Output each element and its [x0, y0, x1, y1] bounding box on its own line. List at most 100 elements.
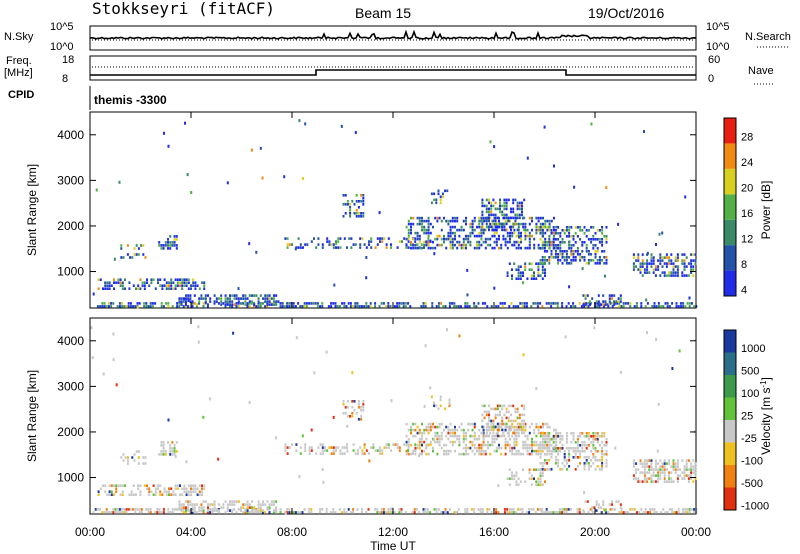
scatter-cell	[594, 238, 597, 241]
scatter-cell	[455, 305, 458, 308]
scatter-cell	[175, 238, 178, 241]
scatter-cell	[160, 450, 163, 453]
scatter-cell	[608, 503, 611, 506]
scatter-cell	[478, 225, 481, 229]
scatter-cell	[259, 303, 262, 306]
scatter-cell	[482, 440, 485, 444]
scatter-cell	[279, 302, 282, 305]
scatter-cell	[535, 228, 538, 232]
scatter-cell	[583, 226, 586, 229]
scatter-cell	[226, 300, 229, 303]
scatter-cell	[681, 274, 684, 277]
scatter-cell	[595, 503, 598, 506]
scatter-cell	[622, 305, 625, 308]
scatter-cell	[670, 262, 673, 265]
scatter-cell	[433, 198, 436, 202]
scatter-cell	[643, 459, 646, 462]
scatter-cell	[351, 400, 354, 403]
scatter-cell	[190, 284, 192, 287]
scatter-cell	[524, 234, 527, 238]
scatter-cell	[635, 265, 638, 268]
scatter-cell	[539, 425, 542, 429]
scatter-cell	[438, 434, 441, 438]
scatter-cell	[171, 450, 174, 453]
scatter-cell	[494, 216, 497, 220]
scatter-cell	[175, 235, 178, 238]
scatter-cell	[537, 228, 540, 232]
scatter-cell	[99, 278, 102, 281]
scatter-cell	[410, 452, 412, 456]
scatter-cell	[513, 437, 516, 441]
scatter-cell	[508, 483, 511, 486]
scatter-cell	[494, 222, 497, 226]
scatter-cell	[189, 294, 192, 297]
scatter-cell	[157, 278, 159, 281]
scatter-cell	[292, 305, 295, 308]
scatter-cell	[138, 302, 141, 305]
scatter-cell	[639, 262, 642, 265]
scatter-cell	[672, 465, 675, 468]
scatter-cell	[537, 219, 540, 223]
scatter-cell	[220, 297, 223, 300]
y-tick-label: 4000	[57, 128, 84, 142]
scatter-cell	[546, 244, 549, 247]
scatter-cell	[357, 418, 360, 421]
scatter-cell	[576, 508, 579, 511]
scatter-cell	[163, 131, 165, 135]
scatter-cell	[248, 400, 251, 404]
scatter-cell	[598, 262, 601, 265]
scatter-cell	[334, 511, 337, 514]
scatter-cell	[643, 480, 646, 483]
scatter-cell	[579, 453, 582, 456]
scatter-cell	[526, 434, 529, 438]
scatter-cell	[632, 477, 635, 480]
scatter-cell	[414, 240, 417, 243]
scatter-cell	[489, 237, 492, 241]
scatter-cell	[443, 237, 445, 241]
scatter-cell	[390, 449, 392, 452]
scatter-cell	[496, 428, 499, 432]
scatter-cell	[484, 452, 487, 456]
scatter-cell	[655, 337, 658, 341]
scatter-cell	[515, 449, 518, 453]
scatter-cell	[387, 446, 390, 449]
scatter-cell	[603, 250, 606, 253]
scatter-cell	[248, 300, 251, 303]
scatter-cell	[119, 484, 122, 487]
scatter-cell	[144, 462, 147, 465]
scatter-cell	[652, 271, 655, 274]
scatter-cell	[224, 294, 227, 297]
scatter-cell	[436, 431, 439, 435]
scatter-cell	[342, 403, 345, 406]
scatter-cell	[526, 156, 529, 160]
scatter-cell	[425, 443, 428, 447]
scatter-cell	[458, 243, 461, 247]
scatter-cell	[499, 204, 501, 208]
scatter-cell	[555, 246, 558, 250]
scatter-cell	[339, 246, 342, 249]
scatter-cell	[652, 480, 655, 483]
scatter-cell	[176, 487, 179, 490]
scatter-cell	[299, 446, 302, 449]
scatter-cell	[167, 511, 170, 514]
scatter-cell	[189, 297, 192, 300]
scatter-cell	[357, 406, 360, 409]
scatter-cell	[674, 462, 677, 465]
scatter-cell	[122, 453, 125, 456]
scatter-cell	[494, 425, 497, 429]
scatter-cell	[510, 419, 512, 423]
scatter-cell	[535, 440, 538, 444]
scatter-cell	[565, 441, 568, 444]
scatter-cell	[251, 500, 253, 503]
scatter-cell	[376, 237, 379, 240]
scatter-cell	[439, 398, 442, 402]
scatter-cell	[515, 246, 518, 250]
scatter-cell	[596, 459, 599, 462]
scatter-cell	[465, 443, 467, 447]
scatter-cell	[506, 440, 509, 444]
scatter-cell	[514, 222, 517, 226]
scatter-cell	[385, 243, 388, 246]
scatter-cell	[692, 465, 695, 468]
scatter-cell	[489, 216, 492, 220]
scatter-cell	[420, 305, 423, 308]
